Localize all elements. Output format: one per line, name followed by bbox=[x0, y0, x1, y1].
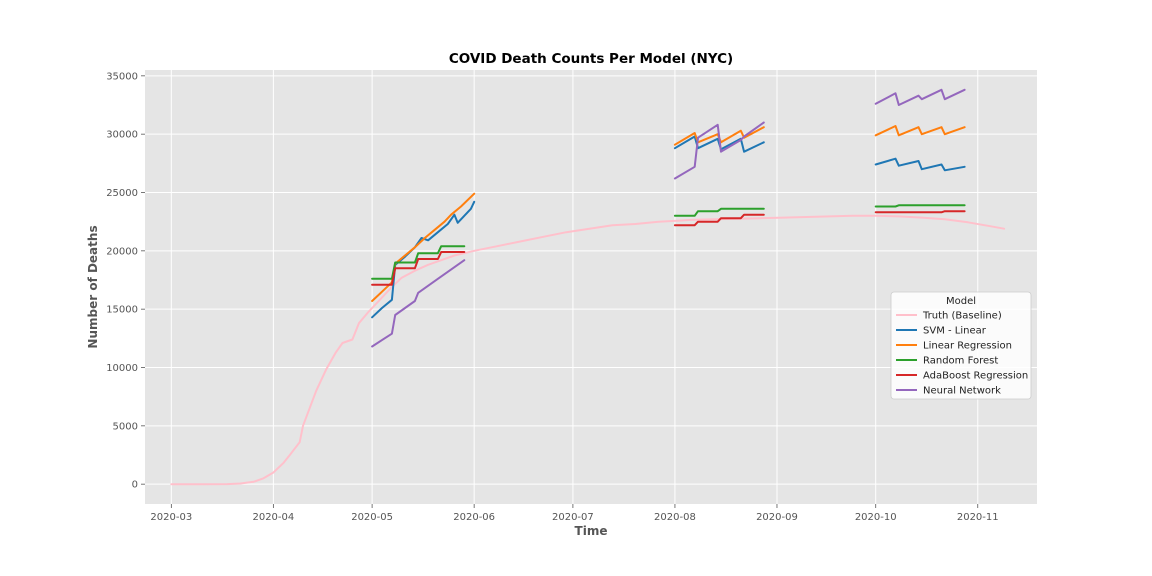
x-tick-label: 2020-11 bbox=[957, 512, 999, 523]
x-tick-label: 2020-05 bbox=[351, 512, 393, 523]
series-line-adaboost-regression bbox=[673, 213, 765, 227]
plot-area bbox=[145, 70, 1037, 504]
y-tick-label: 5000 bbox=[113, 421, 138, 432]
series-line-truth-baseline bbox=[170, 214, 1006, 486]
x-tick-label: 2020-09 bbox=[756, 512, 798, 523]
series-line-linear-regression bbox=[874, 125, 966, 137]
y-axis-ticks: 0 5000 10000 15000 20000 25000 30000 35000 bbox=[106, 71, 145, 491]
series-line-svm-linear bbox=[874, 157, 966, 172]
series-line-random-forest bbox=[874, 204, 966, 208]
chart-title: COVID Death Counts Per Model (NYC) bbox=[449, 51, 733, 67]
legend-items: Truth (Baseline) SVM - Linear Linear Regre… bbox=[896, 311, 1028, 397]
series-line-svm-linear bbox=[371, 200, 476, 319]
series-line-neural-network bbox=[371, 259, 466, 348]
x-tick-label: 2020-10 bbox=[855, 512, 897, 523]
y-tick-label: 15000 bbox=[106, 305, 138, 316]
legend-label-truth-baseline: Truth (Baseline) bbox=[922, 311, 1002, 322]
x-axis-ticks: 2020-03 2020-04 2020-05 2020-06 2020-07 2020-… bbox=[150, 504, 999, 523]
series-line-adaboost-regression bbox=[371, 251, 466, 286]
x-axis-label: Time bbox=[575, 524, 608, 538]
legend-box bbox=[890, 291, 1032, 400]
x-tick-label: 2020-08 bbox=[654, 512, 696, 523]
y-tick-label: 0 bbox=[132, 480, 138, 491]
legend-label-adaboost-regression: AdaBoost Regression bbox=[923, 371, 1028, 382]
y-tick-label: 30000 bbox=[106, 130, 138, 141]
series-line-adaboost-regression bbox=[874, 210, 966, 214]
series-line-random-forest bbox=[673, 207, 765, 217]
legend-label-neural-network: Neural Network bbox=[923, 386, 1001, 397]
legend-title: Model bbox=[946, 296, 976, 307]
x-tick-label: 2020-03 bbox=[150, 512, 192, 523]
series-layer bbox=[170, 88, 1006, 486]
y-tick-label: 25000 bbox=[106, 188, 138, 199]
x-tick-label: 2020-06 bbox=[453, 512, 495, 523]
y-axis-label: Number of Deaths bbox=[86, 225, 100, 348]
x-tick-label: 2020-04 bbox=[252, 512, 294, 523]
legend: Model Truth (Baseline) SVM - Linear Linear… bbox=[890, 291, 1032, 400]
legend-label-svm-linear: SVM - Linear bbox=[923, 326, 987, 337]
y-tick-label: 20000 bbox=[106, 246, 138, 257]
series-line-neural-network bbox=[673, 121, 765, 180]
y-tick-label: 10000 bbox=[106, 363, 138, 374]
y-tick-label: 35000 bbox=[106, 71, 138, 82]
series-line-random-forest bbox=[371, 245, 466, 280]
x-tick-label: 2020-07 bbox=[552, 512, 594, 523]
legend-label-linear-regression: Linear Regression bbox=[923, 341, 1012, 352]
series-line-neural-network bbox=[874, 88, 966, 106]
gridlines bbox=[145, 70, 1037, 504]
legend-label-random-forest: Random Forest bbox=[923, 356, 998, 367]
